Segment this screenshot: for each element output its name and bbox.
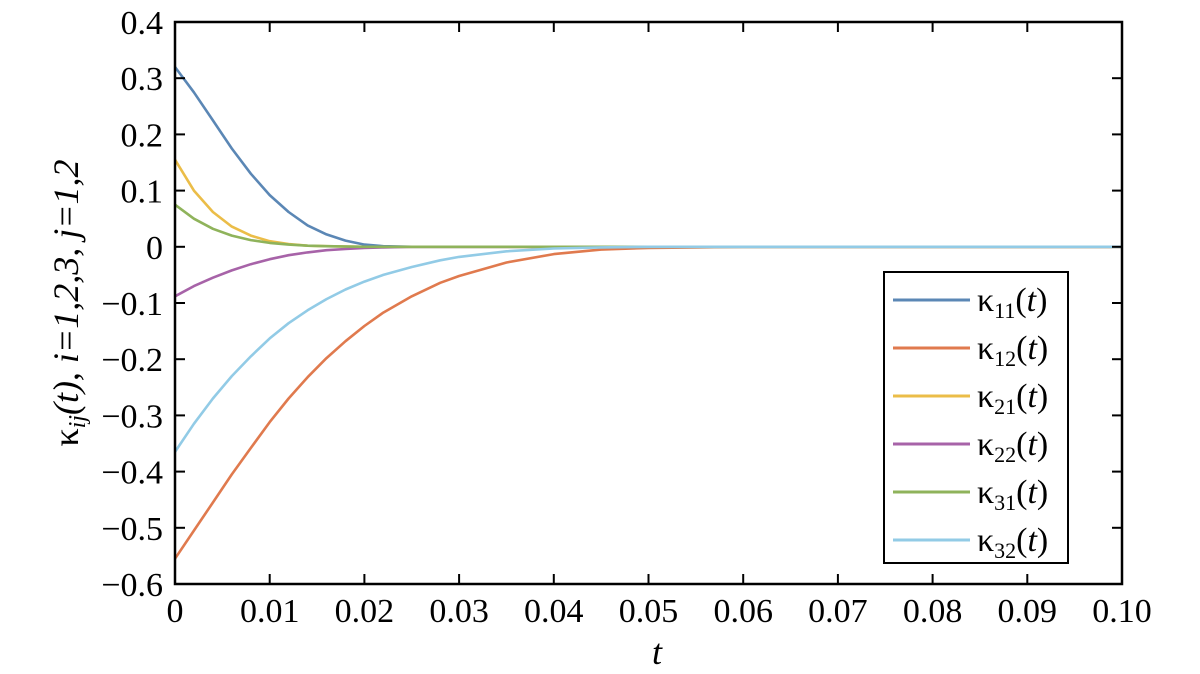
legend-label-11: κ11(t) (977, 282, 1047, 323)
legend-box (883, 271, 1069, 564)
y-axis-label-group: κij(t), i=1,2,3, j=1,2 (46, 159, 91, 446)
y-tick-label-3: 0.1 (121, 174, 164, 211)
y-tick-label-0: 0.4 (121, 5, 164, 42)
x-tick-label-1: 0.01 (240, 593, 300, 630)
y-tick-label-4: 0 (146, 230, 163, 267)
y-axis-label-rest: (t), i=1,2,3, j=1,2 (46, 159, 86, 415)
y-tick-label-10: −0.6 (101, 567, 163, 604)
y-tick-label-1: 0.3 (121, 61, 164, 98)
x-tick-label-2: 0.02 (335, 593, 395, 630)
legend-label-12: κ12(t) (977, 330, 1048, 371)
y-tick-label-5: −0.1 (101, 286, 163, 323)
legend: κ11(t) κ12(t) κ21(t) κ22(t) κ31(t) κ32(t) (883, 271, 1069, 564)
x-tick-label-0: 0 (167, 593, 184, 630)
x-tick-label-6: 0.06 (713, 593, 773, 630)
ticks-layer (174, 21, 1123, 585)
x-tick-label-10: 0.10 (1092, 593, 1152, 630)
y-tick-label-7: −0.3 (101, 398, 163, 435)
legend-label-22: κ22(t) (977, 426, 1048, 467)
y-axis-label: κij(t), i=1,2,3, j=1,2 (46, 159, 91, 446)
legend-label-32: κ32(t) (977, 522, 1048, 563)
x-tick-label-9: 0.09 (998, 593, 1058, 630)
y-tick-labels: 0.4 0.3 0.2 0.1 0 −0.1 −0.2 −0.3 −0.4 −0.5 −0.6 (101, 5, 163, 604)
x-tick-label-4: 0.04 (524, 593, 584, 630)
x-tick-label-8: 0.08 (903, 593, 963, 630)
x-axis-label: t (652, 632, 663, 672)
x-tick-label-3: 0.03 (429, 593, 489, 630)
y-tick-label-9: −0.5 (101, 511, 163, 548)
y-tick-label-2: 0.2 (121, 117, 164, 154)
legend-label-21: κ21(t) (977, 378, 1048, 419)
y-tick-label-8: −0.4 (101, 455, 163, 492)
series-layer (173, 66, 1122, 560)
series-line-32 (173, 245, 1122, 453)
y-axis-label-subscript: ij (65, 415, 91, 429)
x-tick-labels: 0 0.01 0.02 0.03 0.04 0.05 0.06 0.07 0.08 0.09 0.1… (167, 593, 1152, 630)
y-axis-label-kappa: κ (46, 428, 86, 446)
x-tick-label-7: 0.07 (808, 593, 868, 630)
legend-label-31: κ31(t) (977, 474, 1048, 515)
y-tick-label-6: −0.2 (101, 342, 163, 379)
x-tick-label-5: 0.05 (619, 593, 679, 630)
